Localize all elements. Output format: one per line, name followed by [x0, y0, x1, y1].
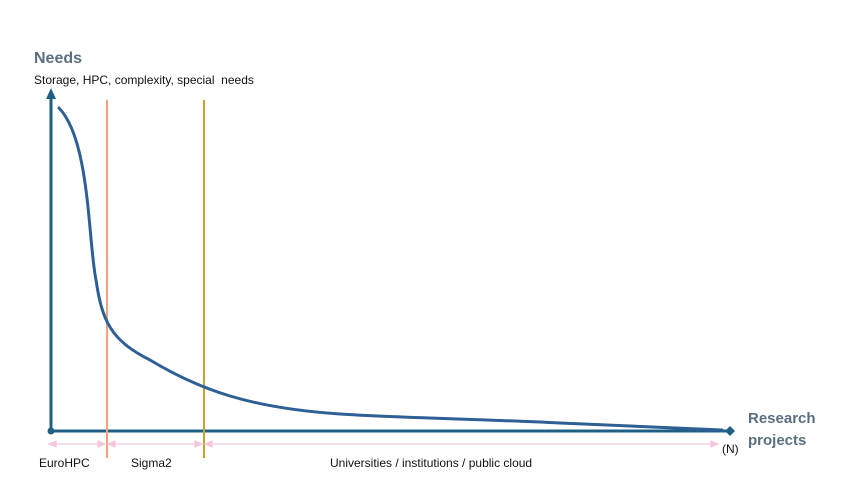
- y-axis-arrowhead: [46, 88, 56, 99]
- origin-dot: [47, 427, 55, 435]
- segment-label-sigma2: Sigma2: [131, 456, 172, 470]
- y-axis-subtitle: Storage, HPC, complexity, special needs: [34, 73, 254, 87]
- segment-label-eurohpc: EuroHPC: [39, 456, 90, 470]
- x-axis-title-line1: Research: [748, 410, 816, 427]
- x-axis-end-label: (N): [722, 442, 739, 456]
- x-axis-end-marker: [725, 426, 735, 436]
- segment-arrow-universities: [203, 440, 720, 448]
- y-axis-title: Needs: [34, 50, 83, 67]
- x-axis-title-line2: projects: [748, 432, 807, 449]
- x-axis-title: Research projects: [748, 408, 816, 452]
- segment-arrow-eurohpc: [47, 440, 107, 448]
- segment-label-universities: Universities / institutions / public clo…: [330, 456, 533, 470]
- needs-curve: [57, 106, 724, 432]
- segment-arrow-sigma2: [106, 440, 204, 448]
